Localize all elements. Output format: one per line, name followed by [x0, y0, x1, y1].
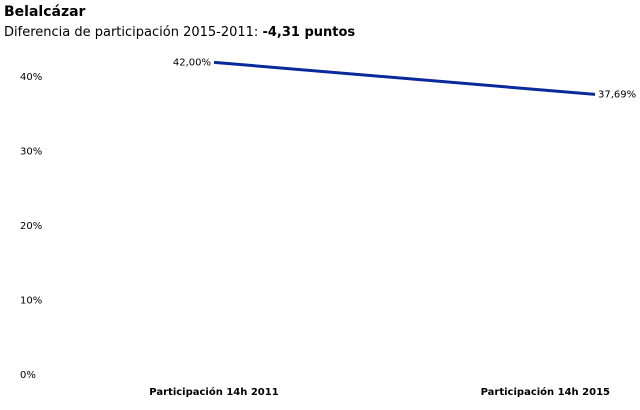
chart-title: Belalcázar — [4, 4, 86, 20]
y-tick-label: 10% — [20, 296, 42, 307]
subtitle-value: -4,31 puntos — [262, 25, 355, 40]
line-series — [213, 60, 596, 96]
y-tick-label: 20% — [20, 221, 42, 232]
x-tick-label: Participación 14h 2011 — [149, 386, 278, 398]
data-label: 42,00% — [173, 57, 211, 68]
chart-subtitle: Diferencia de participación 2015-2011: -… — [4, 25, 355, 40]
y-tick-label: 0% — [20, 370, 36, 381]
subtitle-text: Diferencia de participación 2015-2011: — [4, 25, 258, 40]
y-tick-label: 30% — [20, 147, 42, 158]
y-tick-label: 40% — [20, 72, 42, 83]
x-tick-label: Participación 14h 2015 — [481, 386, 610, 398]
data-label: 37,69% — [598, 89, 636, 100]
